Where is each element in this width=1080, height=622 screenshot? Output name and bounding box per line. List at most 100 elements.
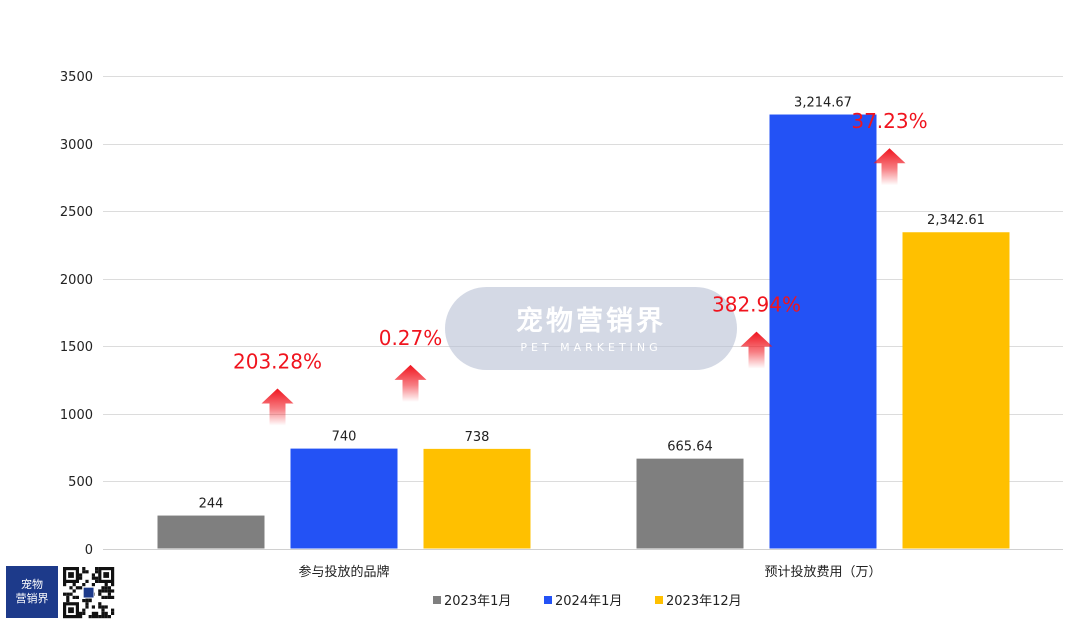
qr-module: [79, 576, 83, 580]
growth-annotation: 382.94%: [712, 293, 801, 317]
watermark: 宠物营销界 PET MARKETING: [445, 287, 737, 370]
qr-module: [101, 605, 105, 609]
x-category-label: 参与投放的品牌: [298, 564, 389, 580]
qr-module: [104, 583, 108, 587]
logo-line2: 营销界: [16, 591, 49, 605]
qr-finder-core: [103, 572, 110, 578]
logo-line1: 宠物: [21, 577, 43, 591]
data-labels: 244 665.64 740 3,214.67 738 2,342.61: [199, 96, 985, 512]
data-label: 740: [332, 430, 357, 445]
bar: [423, 448, 531, 549]
qr-module: [104, 595, 108, 599]
bar: [157, 515, 265, 549]
qr-module: [82, 567, 86, 571]
bar: [290, 448, 398, 549]
qr-module: [104, 615, 108, 619]
qr-module: [104, 586, 108, 590]
qr-module: [104, 605, 108, 609]
qr-module: [91, 615, 95, 619]
up-arrow-icon: [261, 388, 294, 426]
data-label: 2,342.61: [927, 213, 985, 228]
x-axis: 参与投放的品牌 预计投放费用（万）: [298, 564, 881, 580]
qr-module: [111, 589, 115, 593]
qr-module: [82, 599, 86, 603]
qr-module: [82, 608, 86, 612]
qr-module: [72, 583, 76, 587]
bar: [636, 458, 744, 549]
qr-module: [91, 611, 95, 615]
up-arrow-icon: [740, 331, 773, 369]
qr-module: [85, 570, 89, 574]
qr-module: [66, 599, 70, 603]
qr-finder-core: [68, 607, 74, 614]
watermark-pill: [445, 287, 737, 370]
qr-module: [82, 570, 86, 574]
growth-annotation: 203.28%: [233, 350, 322, 374]
legend-label: 2023年1月: [444, 594, 511, 609]
qr-module: [101, 608, 105, 612]
data-label: 244: [199, 497, 224, 512]
qr-module: [98, 589, 102, 593]
y-tick-label: 500: [68, 475, 93, 490]
qr-module: [101, 595, 105, 599]
watermark-subtitle: PET MARKETING: [520, 341, 661, 354]
qr-code: [62, 566, 116, 619]
growth-annotation: 0.27%: [379, 326, 443, 350]
qr-finder-core: [68, 572, 74, 578]
qr-module: [101, 589, 105, 593]
qr-module: [101, 586, 105, 590]
qr-module: [79, 611, 83, 615]
qr-module: [79, 586, 83, 590]
qr-module: [111, 611, 115, 615]
growth-annotation: 37.23%: [851, 109, 927, 133]
qr-module: [95, 611, 99, 615]
bar: [769, 114, 877, 549]
qr-module: [107, 595, 111, 599]
y-axis: 0 500 1000 1500 2000 2500 3000 3500: [60, 70, 93, 558]
qr-module: [98, 615, 102, 619]
qr-module: [75, 586, 79, 590]
qr-module: [98, 605, 102, 609]
legend-swatch: [433, 596, 441, 604]
gridlines: [103, 76, 1063, 550]
qr-module: [82, 611, 86, 615]
qr-module: [101, 611, 105, 615]
bar: [902, 232, 1010, 549]
y-tick-label: 1500: [60, 340, 93, 355]
qr-module: [95, 567, 99, 571]
qr-module: [95, 615, 99, 619]
qr-module: [91, 576, 95, 580]
qr-module: [85, 599, 89, 603]
qr-module: [63, 583, 67, 587]
qr-module: [85, 602, 89, 606]
y-tick-label: 2000: [60, 273, 93, 288]
qr-center-badge: [82, 586, 95, 599]
qr-module: [111, 595, 115, 599]
qr-module: [111, 608, 115, 612]
bars: [157, 114, 1010, 549]
qr-module: [98, 602, 102, 606]
legend-label: 2023年12月: [666, 594, 742, 609]
x-category-label: 预计投放费用（万）: [764, 564, 881, 580]
up-arrow-icon: [394, 364, 427, 402]
qr-module: [95, 570, 99, 574]
annotations: 203.28% 0.27% 382.94% 37.23%: [233, 109, 928, 426]
qr-module: [72, 595, 76, 599]
qr-module: [107, 615, 111, 619]
qr-module: [91, 605, 95, 609]
qr-module: [63, 592, 67, 596]
y-tick-label: 1000: [60, 408, 93, 423]
qr-module: [95, 579, 99, 583]
qr-module: [66, 595, 70, 599]
qr-module: [91, 583, 95, 587]
qr-module: [85, 605, 89, 609]
qr-module: [69, 592, 73, 596]
legend: 2023年1月 2024年1月 2023年12月: [433, 594, 742, 609]
qr-module: [95, 576, 99, 580]
qr-module: [79, 615, 83, 619]
qr-module: [79, 573, 83, 577]
qr-module: [107, 589, 111, 593]
qr-module: [88, 615, 92, 619]
y-tick-label: 3000: [60, 138, 93, 153]
qr-module: [98, 592, 102, 596]
